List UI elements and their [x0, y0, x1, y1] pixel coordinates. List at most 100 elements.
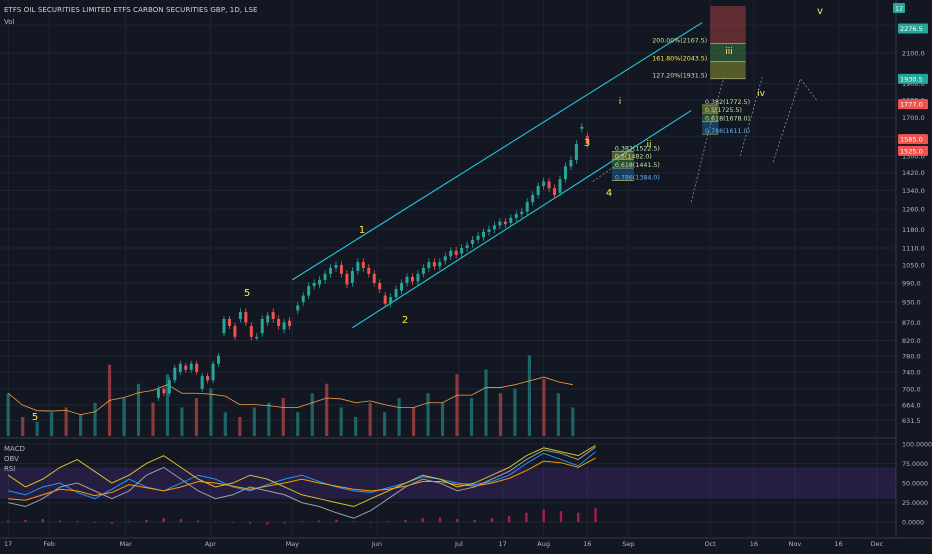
volume-bar	[556, 393, 560, 436]
candle-body	[178, 363, 182, 372]
candle-body	[238, 312, 242, 319]
fib-level-label: 0.786(1384.0)	[615, 175, 660, 182]
signal-line	[8, 457, 596, 501]
volume-bar	[411, 407, 416, 436]
x-tick-label: Aug	[537, 540, 550, 548]
price-badge-label: 1930.5	[900, 75, 923, 83]
price-badge-label: 1585.0	[900, 136, 923, 144]
volume-bar	[354, 417, 358, 436]
candle-body	[271, 312, 275, 319]
fib-level-label: 0.5(1725.5)	[705, 107, 742, 114]
y-tick-label: 700.0	[902, 385, 921, 393]
candle-body	[416, 273, 420, 282]
y-tick-label: 1260.0	[902, 206, 925, 214]
candle-body	[454, 250, 458, 255]
candle-body	[156, 388, 160, 398]
candle-body	[383, 295, 387, 304]
candle-body	[307, 286, 311, 296]
volume-bar	[223, 412, 227, 436]
wave-label: iii	[725, 47, 733, 57]
candle-body	[482, 231, 486, 238]
macd-histogram-bar	[335, 519, 338, 523]
volume-bar	[136, 383, 141, 436]
candle-body	[372, 273, 376, 283]
candle-body	[438, 262, 442, 267]
candle-body	[350, 270, 354, 283]
candle-body	[233, 325, 237, 337]
volume-bar	[339, 407, 343, 436]
volume-bar	[498, 393, 503, 436]
candle-body	[184, 365, 188, 370]
grid	[0, 0, 932, 539]
macd-line	[8, 451, 596, 500]
x-tick-label: 17	[498, 540, 506, 548]
x-tick-label: Feb	[43, 540, 55, 548]
macd-histogram-bar	[559, 511, 563, 523]
time-axis[interactable]: 17 Feb Mar Apr May Jun Jul 17 Aug 16 Sep Oct 16 Nov 16…	[4, 540, 884, 548]
fib-zone	[702, 104, 719, 114]
price-badge-label: 1777.0	[900, 101, 923, 109]
projection-path	[592, 151, 626, 182]
fib-zone	[710, 43, 746, 62]
fib-level-label: 0.786(1611.0)	[705, 128, 750, 135]
volume-bar	[455, 374, 459, 436]
price-axis[interactable]: 631.5 664.0 700.0 740.0 780.0 820.0 870.0 930.0…	[893, 3, 932, 527]
volume-bar	[93, 402, 97, 436]
candle-body	[542, 181, 546, 186]
fib-level-label: 127.20%(1931.5)	[652, 73, 707, 80]
candle-body	[367, 267, 371, 274]
candle-body	[547, 181, 551, 189]
price-badge	[898, 73, 928, 84]
candle-body	[361, 262, 365, 268]
volume-bar	[151, 402, 155, 436]
volume-label: Vol	[4, 18, 15, 26]
volume-bar	[267, 402, 271, 436]
macd-histogram-bar	[76, 521, 79, 523]
volume-bar	[194, 398, 199, 436]
indicator-y-tick-label: 75.0000	[902, 461, 928, 468]
y-tick-label: 930.0	[902, 299, 921, 307]
volume-bar	[238, 417, 242, 436]
volume-bar	[469, 398, 474, 436]
macd-histogram-bar	[283, 522, 286, 524]
macd-histogram-bar	[162, 518, 165, 523]
candle-body	[378, 282, 382, 290]
fib-zone	[710, 6, 746, 44]
macd-histogram-bar	[456, 519, 459, 523]
wave-label: i	[619, 97, 622, 107]
macd-histogram-bar	[577, 512, 580, 523]
candle-body	[525, 202, 529, 212]
candles	[156, 123, 589, 401]
candle-body	[509, 217, 513, 223]
volume-bar	[513, 388, 517, 436]
candle-body	[460, 247, 464, 254]
volume-bar	[35, 421, 39, 436]
candle-body	[580, 126, 584, 129]
candle-body	[536, 185, 540, 196]
candle-body	[520, 211, 524, 215]
candle-body	[421, 267, 425, 274]
wave-label: 5	[32, 412, 38, 423]
wave-label: 3	[584, 138, 590, 149]
candle-body	[227, 318, 231, 326]
macd-histogram-bar	[266, 522, 269, 525]
volume-bar	[325, 383, 329, 436]
fib-zone	[611, 168, 634, 181]
candle-body	[400, 282, 404, 291]
macd-histogram-bar	[145, 519, 148, 523]
macd-histogram-bar	[197, 520, 200, 523]
symbol-title: ETFS OIL SECURITIES LIMITED ETFS CARBON …	[4, 6, 258, 14]
candle-body	[195, 363, 199, 372]
macd-histogram-bar	[214, 521, 217, 523]
candle-body	[200, 376, 204, 389]
price-badge-label: 12	[895, 5, 903, 13]
volume-bar	[527, 355, 532, 436]
y-tick-label: 664.0	[902, 402, 921, 410]
candle-body	[569, 160, 573, 167]
candle-body	[492, 225, 496, 230]
wave-label: ii	[646, 140, 651, 150]
candle-body	[296, 305, 300, 311]
volume-bar	[6, 393, 10, 436]
x-tick-label: Mar	[120, 540, 133, 548]
volume-bars	[6, 355, 575, 436]
